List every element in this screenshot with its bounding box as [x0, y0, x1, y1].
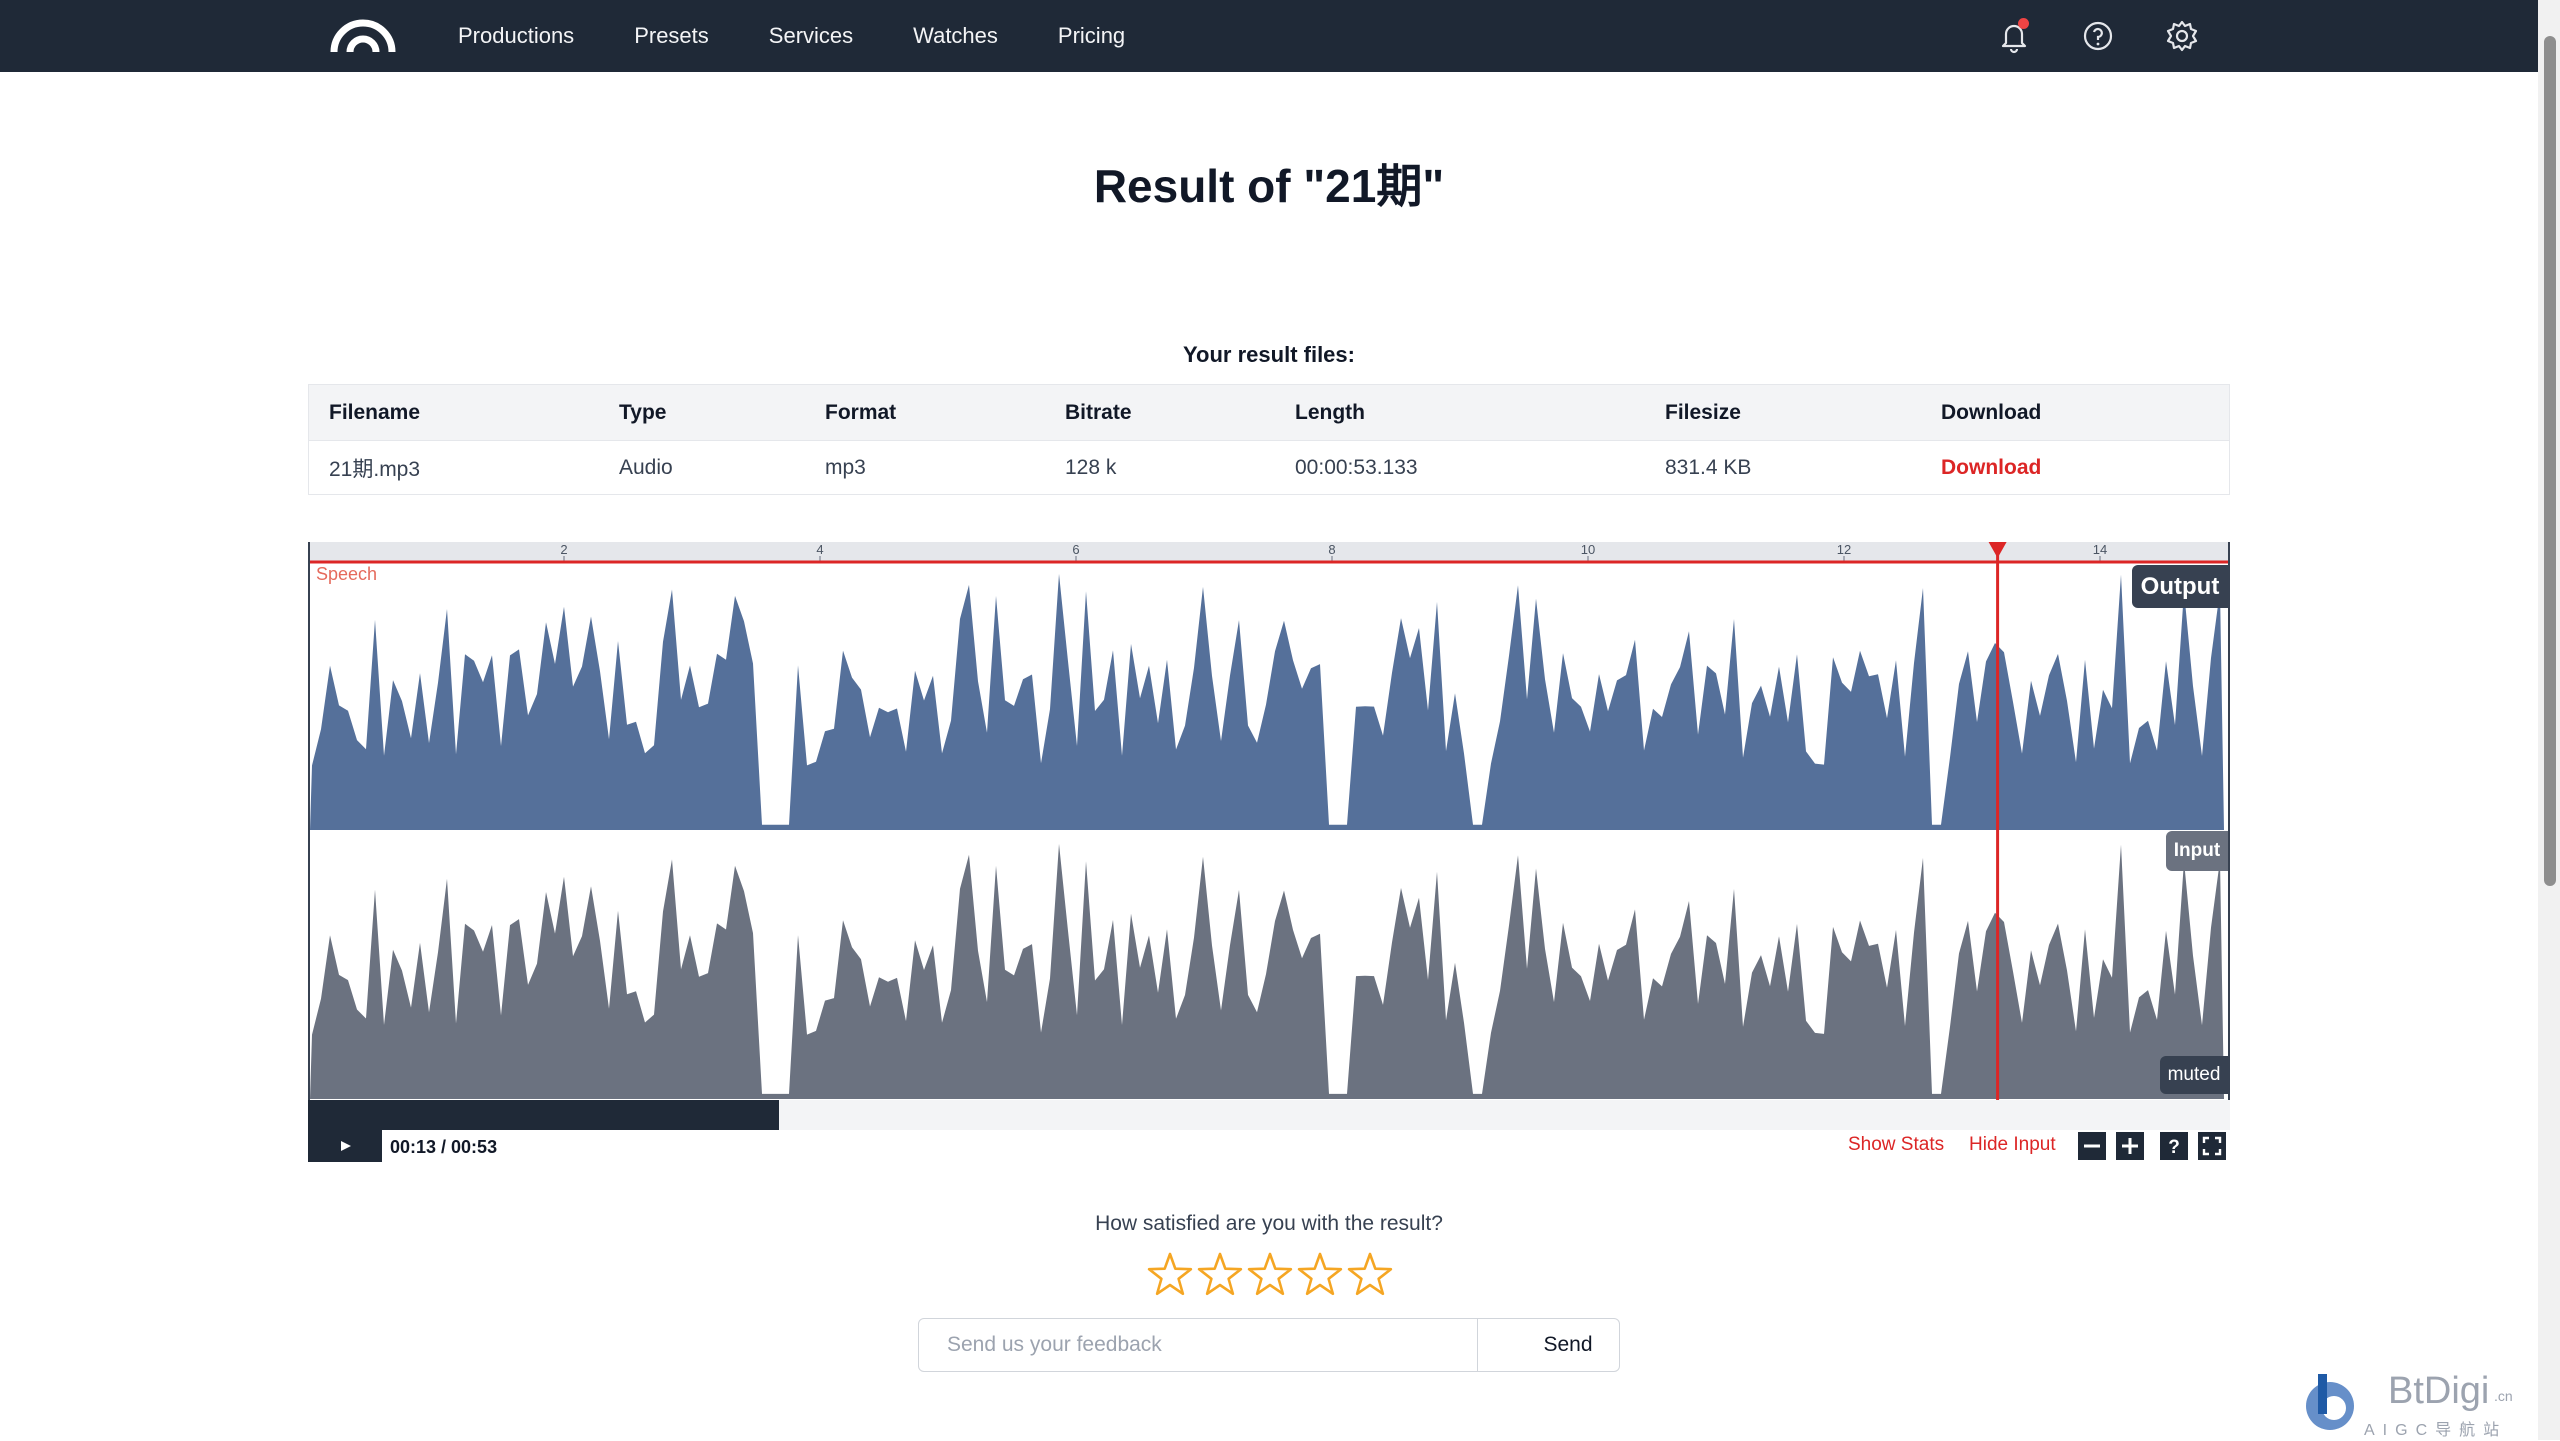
watermark-brand: BtDigi — [2388, 1370, 2490, 1412]
cell-type: Audio — [599, 440, 805, 495]
col-type: Type — [599, 384, 805, 441]
nav-presets[interactable]: Presets — [634, 23, 709, 48]
plus-icon — [2122, 1138, 2138, 1154]
playhead-marker[interactable] — [1988, 542, 2007, 558]
timeline-tick-label: 6 — [1072, 542, 1079, 557]
top-navbar: Productions Presets Services Watches Pri… — [0, 0, 2538, 72]
star-4-icon[interactable] — [1297, 1252, 1343, 1296]
col-download: Download — [1921, 384, 2230, 441]
help-glyph: ? — [2168, 1137, 2180, 1158]
watermark: BtDigi .cn AIGC导航站 — [2298, 1366, 2534, 1439]
player-controls: 00:13 / 00:53 Show Stats Hide Input ? — [308, 1130, 2230, 1162]
muted-badge[interactable]: muted — [2160, 1056, 2228, 1094]
show-stats-link[interactable]: Show Stats — [1848, 1134, 1945, 1155]
nav-services[interactable]: Services — [768, 23, 854, 48]
col-format: Format — [805, 384, 1045, 441]
result-files-table: Filename Type Format Bitrate Length File… — [308, 384, 2230, 495]
result-files-label: Your result files: — [1183, 342, 1355, 367]
zoom-out-button[interactable] — [2078, 1132, 2106, 1160]
speech-label: Speech — [316, 564, 378, 584]
nav-pricing[interactable]: Pricing — [1057, 23, 1126, 48]
col-bitrate: Bitrate — [1045, 384, 1275, 441]
cell-filesize: 831.4 KB — [1645, 440, 1921, 495]
fullscreen-icon — [2202, 1136, 2222, 1156]
timeline-tick-label: 4 — [816, 542, 823, 557]
player-help-button[interactable]: ? — [2160, 1132, 2188, 1160]
cell-length: 00:00:53.133 — [1275, 440, 1645, 495]
table-row: 21期.mp3 Audio mp3 128 k 00:00:53.133 831… — [308, 440, 2230, 495]
cell-format: mp3 — [805, 440, 1045, 495]
nav-watches[interactable]: Watches — [913, 23, 998, 48]
timeline-tick-label: 2 — [560, 542, 567, 557]
gear-icon[interactable] — [2162, 16, 2202, 56]
bell-icon[interactable] — [1994, 16, 2034, 56]
download-link[interactable]: Download — [1941, 455, 2042, 479]
hide-input-link[interactable]: Hide Input — [1969, 1134, 2056, 1155]
timeline-ruler[interactable] — [308, 542, 2230, 562]
col-filesize: Filesize — [1645, 384, 1921, 441]
watermark-logo-icon — [2306, 1374, 2354, 1430]
question-icon: ? — [2168, 1137, 2180, 1158]
watermark-suffix: .cn — [2494, 1388, 2513, 1404]
scrollbar-thumb[interactable] — [2544, 36, 2556, 886]
logo-icon[interactable] — [330, 14, 396, 54]
input-waveform[interactable] — [310, 843, 2224, 1099]
nav-productions[interactable]: Productions — [458, 23, 575, 48]
cell-filename: 21期.mp3 — [308, 440, 599, 495]
col-length: Length — [1275, 384, 1645, 441]
watermark-subtitle: AIGC导航站 — [2364, 1422, 2508, 1439]
output-track-label: Output — [2132, 565, 2228, 608]
output-waveform[interactable] — [310, 573, 2224, 830]
timeline-tick-label: 10 — [1581, 542, 1595, 557]
send-button[interactable]: Send — [1517, 1318, 1620, 1372]
help-icon[interactable] — [2078, 16, 2118, 56]
minus-icon — [2084, 1144, 2100, 1148]
progress-fill — [308, 1100, 779, 1130]
satisfaction-question: How satisfied are you with the result? — [1095, 1212, 1443, 1235]
audio-waveform-player[interactable]: 2 4 6 8 10 12 14 Speech Output Input muted — [308, 542, 2230, 1162]
timeline-tick-label: 8 — [1328, 542, 1335, 557]
page-title: Result of "21期" — [1093, 160, 1445, 212]
zoom-in-button[interactable] — [2116, 1132, 2144, 1160]
star-rating[interactable] — [1145, 1250, 1395, 1300]
time-display: 00:13 / 00:53 — [390, 1137, 498, 1157]
fullscreen-button[interactable] — [2198, 1132, 2226, 1160]
table-header-row: Filename Type Format Bitrate Length File… — [308, 384, 2230, 441]
waveform-canvas[interactable]: 2 4 6 8 10 12 14 — [308, 542, 2230, 1130]
star-2-icon[interactable] — [1197, 1252, 1243, 1296]
input-track-label: Input — [2166, 831, 2228, 871]
timeline-tick-label: 14 — [2093, 542, 2107, 557]
feedback-input[interactable] — [918, 1318, 1478, 1372]
star-1-icon[interactable] — [1147, 1252, 1193, 1296]
timeline-tick-label: 12 — [1837, 542, 1851, 557]
star-3-icon[interactable] — [1247, 1252, 1293, 1296]
notification-dot — [2018, 18, 2029, 29]
col-filename: Filename — [308, 384, 599, 441]
play-button[interactable] — [308, 1130, 382, 1162]
cell-bitrate: 128 k — [1045, 440, 1275, 495]
star-5-icon[interactable] — [1347, 1252, 1393, 1296]
main-nav: Productions Presets Services Watches Pri… — [458, 0, 1185, 72]
play-icon — [341, 1141, 351, 1151]
